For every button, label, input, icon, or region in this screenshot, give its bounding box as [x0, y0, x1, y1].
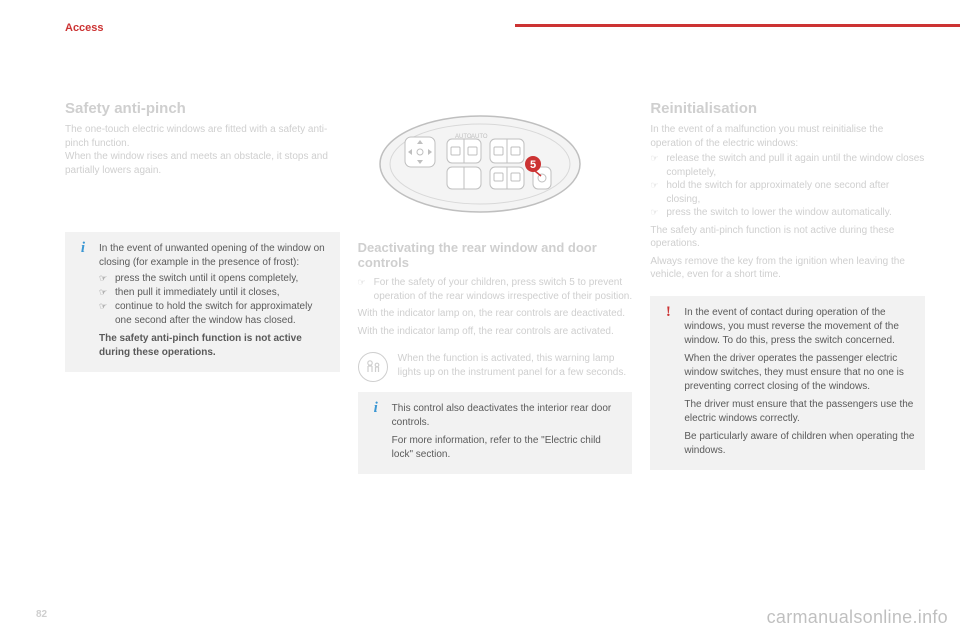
heading-safety-anti-pinch: Safety anti-pinch	[65, 100, 340, 117]
warn-p3: The driver must ensure that the passenge…	[684, 398, 915, 426]
warn-box-contact: ! In the event of contact during operati…	[650, 296, 925, 470]
symbol-row: When the function is activated, this war…	[358, 352, 633, 382]
page-number: 82	[36, 609, 47, 620]
column-middle: AUTO AUTO 5	[358, 100, 633, 474]
warn-p4: Be particularly aware of children when o…	[684, 430, 915, 458]
callout-number: 5	[530, 159, 536, 171]
top-accent-bar	[515, 24, 960, 27]
reinit-lead: In the event of a malfunction you must r…	[650, 123, 925, 150]
list-item: hold the switch for approximately one se…	[650, 179, 925, 206]
list-item: release the switch and pull it again unt…	[650, 152, 925, 179]
info-box-childlock: i This control also deactivates the inte…	[358, 392, 633, 474]
diagram-window-switch-panel: AUTO AUTO 5	[358, 100, 603, 228]
deactivating-p1: With the indicator lamp on, the rear con…	[358, 307, 633, 321]
info-childlock-p1: This control also deactivates the interi…	[392, 402, 623, 430]
list-item: then pull it immediately until it closes…	[99, 286, 330, 300]
deactivating-p2: With the indicator lamp off, the rear co…	[358, 325, 633, 339]
reinit-bullets: release the switch and pull it again unt…	[650, 152, 925, 220]
switch-panel-svg: AUTO AUTO 5	[375, 109, 585, 219]
list-item: For the safety of your children, press s…	[358, 276, 633, 303]
column-right: Reinitialisation In the event of a malfu…	[650, 100, 925, 474]
warn-p1: In the event of contact during operation…	[684, 306, 915, 348]
page-content: Safety anti-pinch The one-touch electric…	[65, 100, 925, 474]
warning-icon: !	[660, 304, 676, 320]
heading-deactivating: Deactivating the rear window and door co…	[358, 240, 633, 270]
child-lock-symbol-icon	[358, 352, 388, 382]
column-left: Safety anti-pinch The one-touch electric…	[65, 100, 340, 474]
reinit-p2: Always remove the key from the ignition …	[650, 255, 925, 282]
heading-reinit: Reinitialisation	[650, 100, 925, 117]
watermark: carmanualsonline.info	[767, 607, 948, 628]
list-item: press the switch to lower the window aut…	[650, 206, 925, 220]
svg-text:AUTO: AUTO	[471, 134, 488, 140]
para-safety-anti-pinch: The one-touch electric windows are fitte…	[65, 123, 340, 177]
reinit-p1: The safety anti-pinch function is not ac…	[650, 224, 925, 251]
info-icon: i	[368, 400, 384, 416]
svg-text:AUTO: AUTO	[455, 134, 472, 140]
info-box-frost: i In the event of unwanted opening of th…	[65, 232, 340, 372]
info-tail-frost: The safety anti-pinch function is not ac…	[99, 332, 330, 360]
info-icon: i	[75, 240, 91, 256]
info-childlock-p2: For more information, refer to the "Elec…	[392, 434, 623, 462]
warn-p2: When the driver operates the passenger e…	[684, 352, 915, 394]
info-bullets-frost: press the switch until it opens complete…	[99, 272, 330, 328]
list-item: continue to hold the switch for approxim…	[99, 300, 330, 328]
section-label: Access	[65, 22, 104, 34]
deactivating-bullets: For the safety of your children, press s…	[358, 276, 633, 303]
info-lead-frost: In the event of unwanted opening of the …	[99, 242, 330, 270]
list-item: press the switch until it opens complete…	[99, 272, 330, 286]
symbol-text: When the function is activated, this war…	[398, 352, 633, 379]
